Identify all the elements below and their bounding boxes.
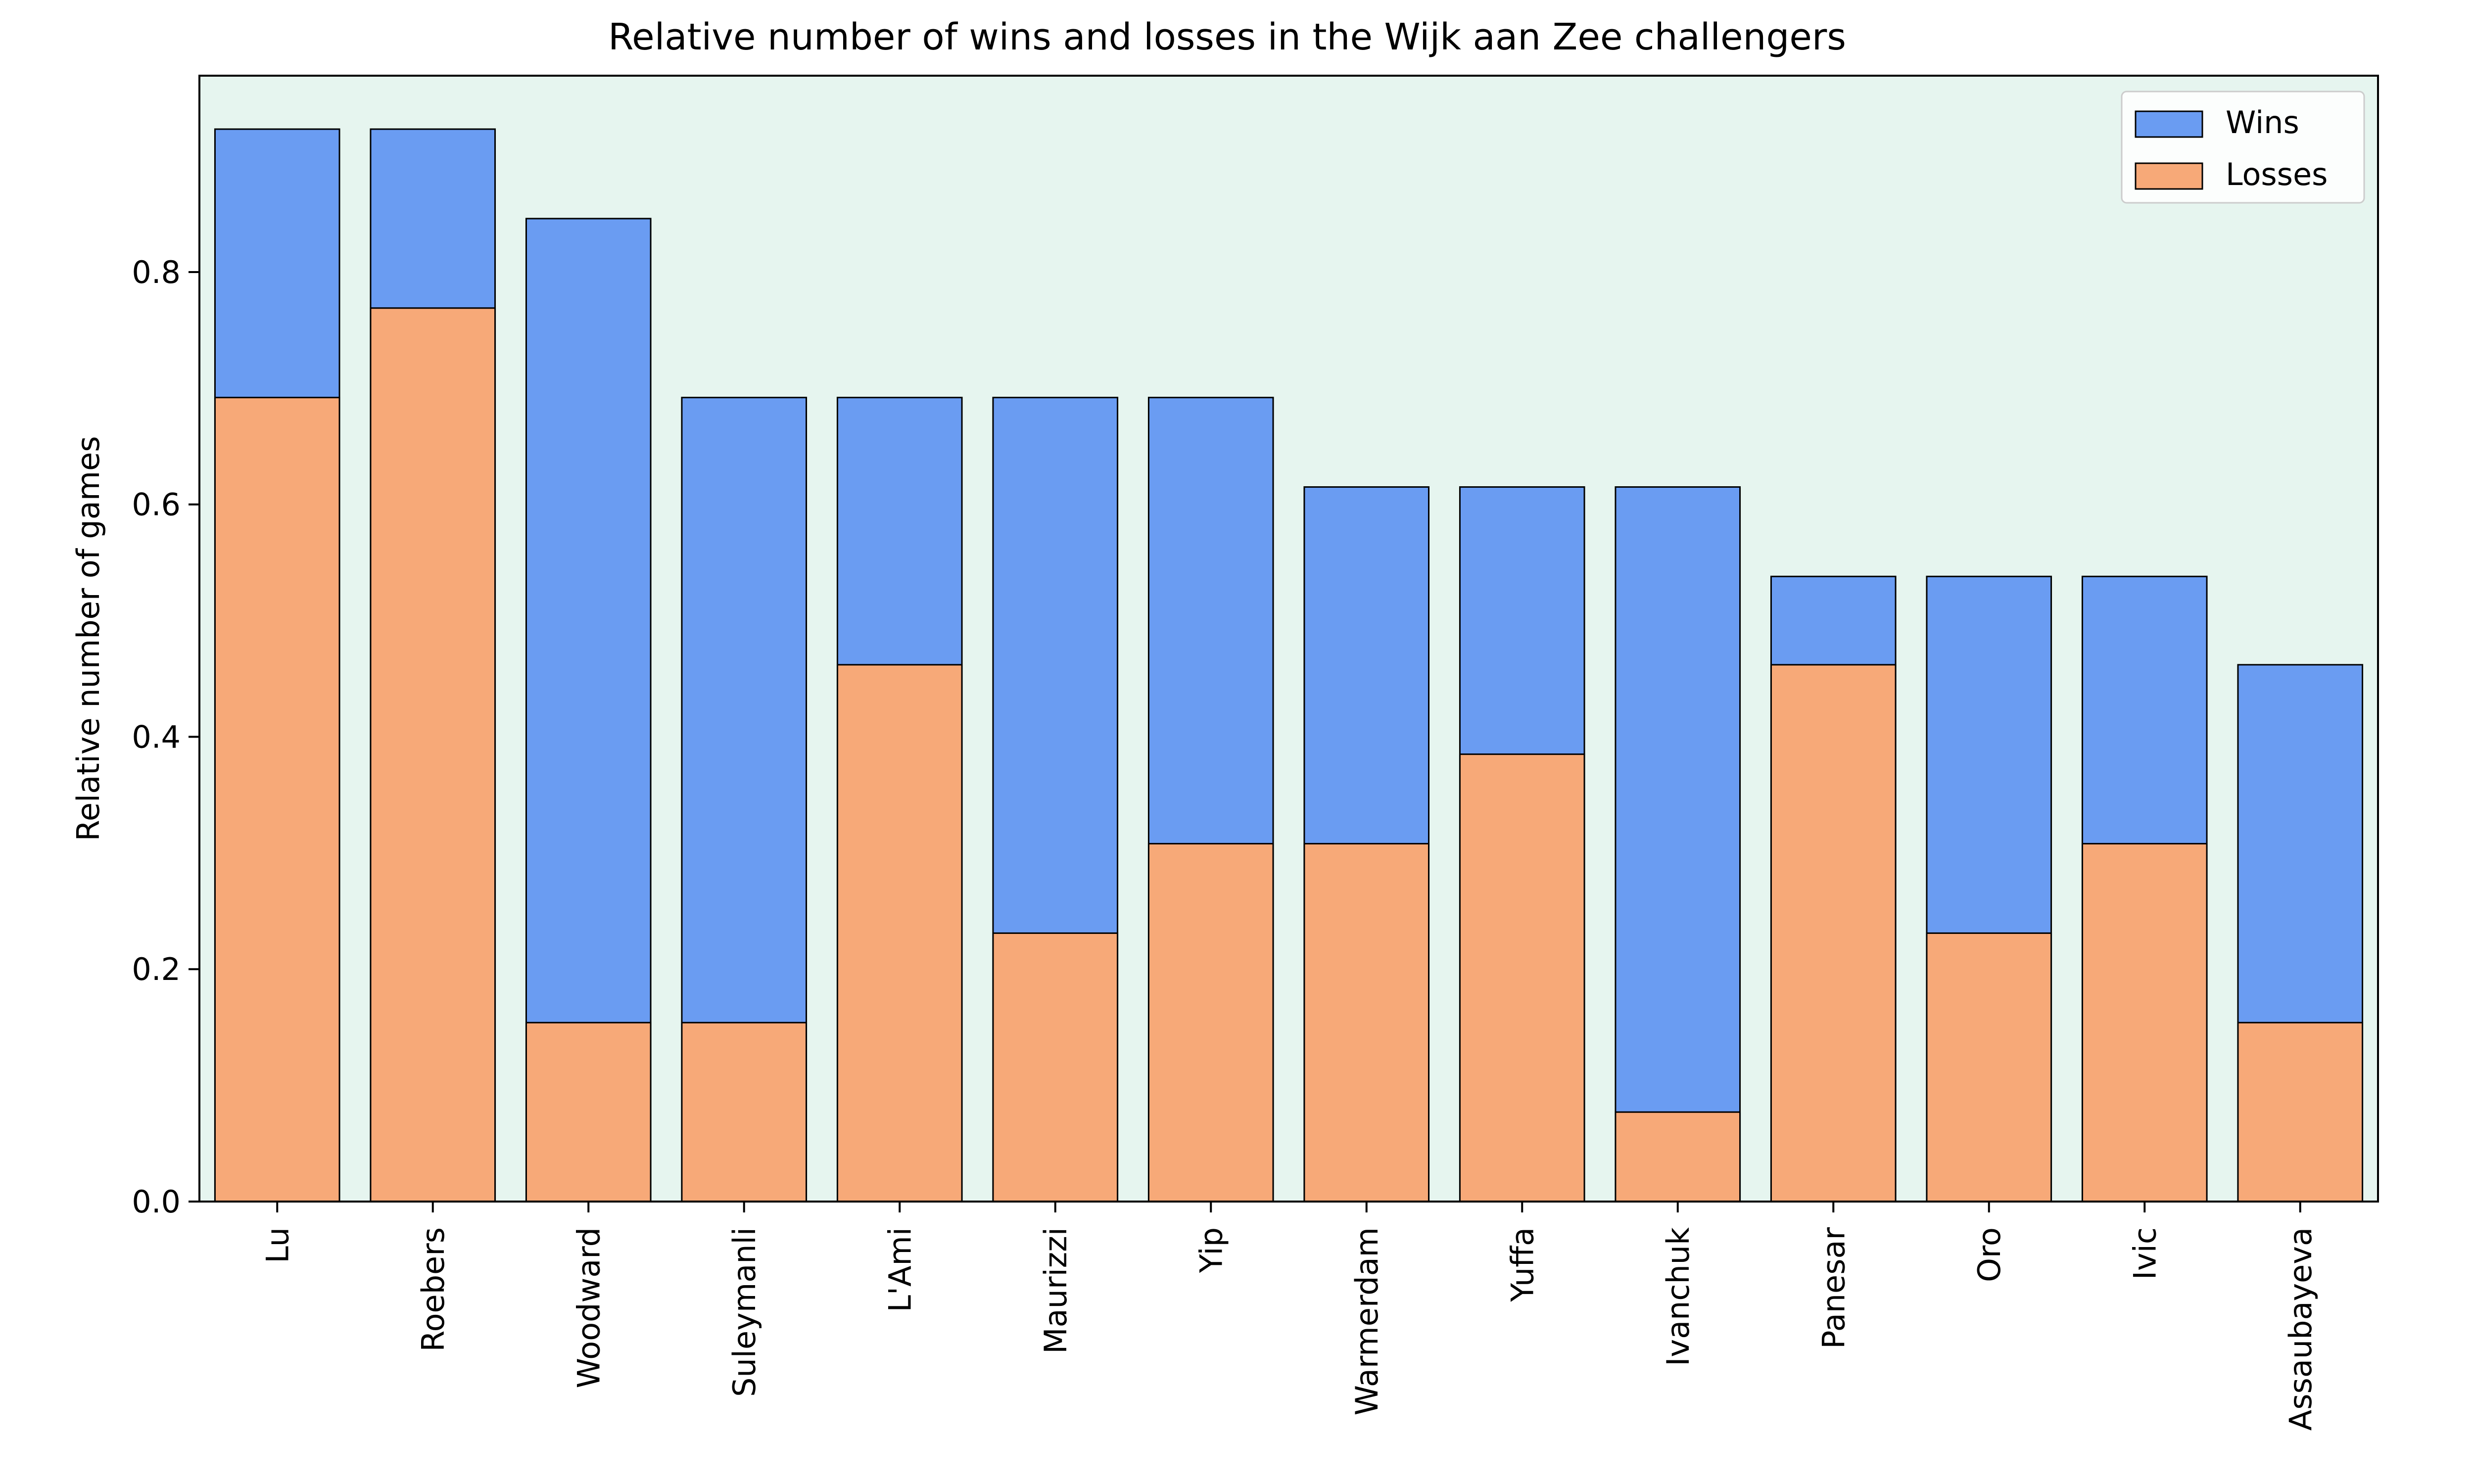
bar-losses-suleymanli (681, 1021, 808, 1203)
x-tick-label: Ivanchuk (1660, 1227, 1696, 1366)
legend-swatch-wins (2135, 110, 2203, 138)
legend-label-losses: Losses (2226, 156, 2328, 192)
x-tick-label: Ivic (2127, 1227, 2163, 1280)
x-tick-label: Yuffa (1504, 1227, 1540, 1302)
y-tick-label: 0.0 (132, 1184, 181, 1220)
x-tick-label: Lu (259, 1227, 295, 1263)
bar-losses-ivic (2081, 843, 2208, 1203)
bar-wins-ivanchuk (1615, 486, 1741, 1203)
bar-losses-panesar (1770, 664, 1897, 1203)
x-axis: Lu Roebers Woodward Suleymanli L'Ami Maurizzi… (259, 1202, 2319, 1431)
y-tick-label: 0.4 (132, 719, 181, 755)
y-tick-label: 0.8 (132, 254, 181, 290)
x-tick-label: Panesar (1815, 1227, 1852, 1348)
bar-losses-lu (214, 397, 340, 1203)
bar-losses-warmerdam (1303, 843, 1430, 1203)
x-tick-label: Assaubayeva (2283, 1227, 2319, 1431)
bar-losses-assaubayeva (2237, 1021, 2364, 1203)
x-tick-label: Roebers (415, 1227, 451, 1352)
plot-frame (198, 75, 2379, 1203)
x-tick-label: Maurizzi (1038, 1227, 1074, 1354)
bar-losses-woodward (525, 1021, 652, 1203)
bar-losses-yip (1147, 843, 1274, 1203)
y-axis-label: Relative number of games (70, 436, 106, 841)
x-tick-label: L'Ami (882, 1227, 918, 1312)
bar-losses-ivanchuk (1615, 1111, 1741, 1203)
x-tick-label: Yip (1193, 1227, 1229, 1273)
legend: Wins Losses (2121, 91, 2365, 204)
losses-bars (214, 307, 2364, 1203)
x-tick-label: Oro (1971, 1227, 2007, 1282)
x-tick-label: Woodward (571, 1227, 607, 1388)
x-tick-label: Suleymanli (726, 1227, 762, 1397)
y-axis: 0.0 0.2 0.4 0.6 0.8 (132, 254, 199, 1220)
x-tick-label: Warmerdam (1349, 1227, 1385, 1415)
bar-losses-oro (1926, 932, 2052, 1203)
bar-losses-maurizzi (992, 932, 1119, 1203)
legend-label-wins: Wins (2226, 104, 2299, 140)
chart-title: Relative number of wins and losses in th… (608, 16, 1846, 58)
y-tick-label: 0.6 (132, 487, 181, 523)
bar-losses-roebers (370, 307, 496, 1203)
y-tick-label: 0.2 (132, 951, 181, 987)
bar-losses-yuffa (1459, 753, 1585, 1203)
legend-swatch-losses (2135, 162, 2203, 190)
bar-losses-l-ami (836, 664, 963, 1203)
